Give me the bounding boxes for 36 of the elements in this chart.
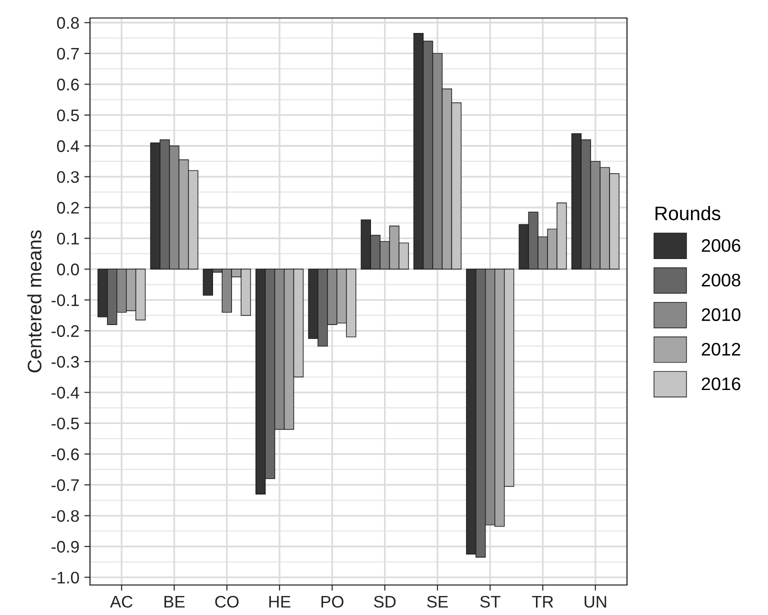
y-tick-label: -0.6: [52, 448, 79, 460]
x-tick-label: TR: [532, 596, 554, 608]
y-tick-label: -0.9: [52, 540, 79, 553]
x-tick-label: HE: [269, 596, 290, 608]
y-tick-label: 0.5: [57, 109, 79, 122]
legend-label: 2008: [702, 274, 740, 286]
x-tick-label: SD: [374, 596, 396, 608]
y-tick-label: -0.7: [52, 479, 79, 492]
x-tick-label: AC: [110, 596, 133, 608]
legend-title: Rounds: [656, 206, 720, 220]
y-tick-label: -1.0: [52, 572, 79, 584]
x-tick-label: CO: [215, 596, 239, 608]
y-tick-label: 0.0: [57, 264, 79, 276]
y-tick-label: 0.8: [57, 17, 79, 29]
y-tick-label: 0.7: [57, 48, 79, 60]
x-tick-label: SE: [427, 596, 448, 608]
y-tick-label: -0.2: [52, 325, 79, 337]
x-tick-label: BE: [164, 596, 185, 608]
y-tick-label: 0.1: [57, 232, 79, 245]
y-tick-label: -0.8: [52, 510, 79, 522]
y-tick-label: -0.3: [52, 356, 79, 368]
y-tick-label: 0.3: [57, 171, 79, 183]
y-tick-label: 0.4: [57, 140, 80, 152]
x-tick-label: ST: [480, 596, 500, 608]
x-tick-label: PO: [322, 596, 344, 608]
legend-label: 2012: [702, 342, 740, 356]
x-tick-label: UN: [584, 596, 606, 608]
y-axis-title: Centered means: [27, 230, 42, 372]
y-tick-label: 0.6: [57, 78, 79, 90]
y-tick-label: -0.4: [52, 386, 80, 399]
legend-label: 2016: [702, 377, 740, 390]
legend-label: 2010: [702, 308, 740, 322]
y-tick-label: -0.5: [52, 418, 79, 430]
y-tick-label: 0.2: [57, 202, 79, 214]
legend-label: 2006: [702, 239, 740, 252]
y-tick-label: -0.1: [52, 294, 79, 306]
